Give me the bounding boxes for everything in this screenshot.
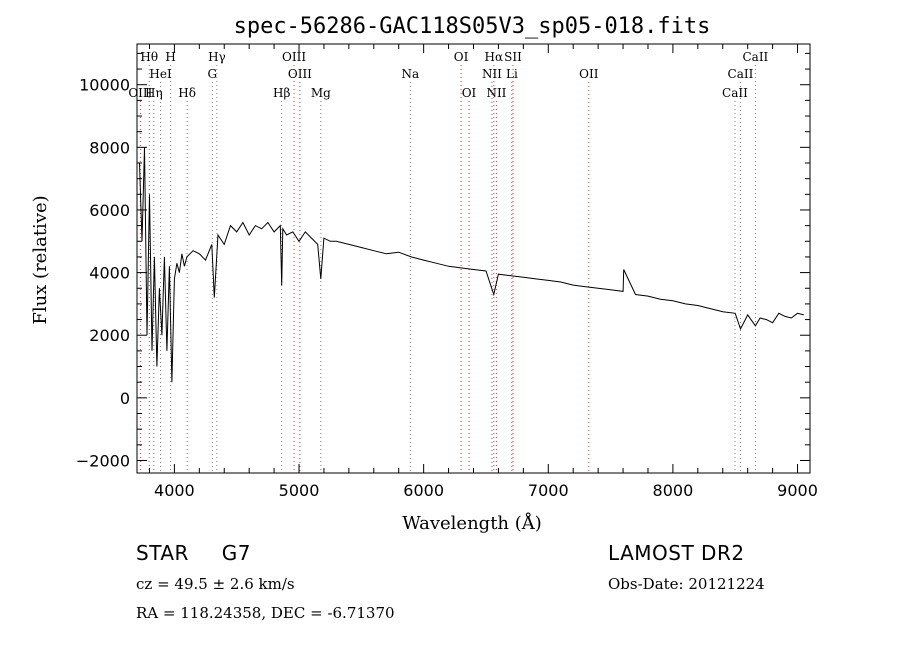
- y-tick-label: 4000: [89, 264, 130, 283]
- spectral-line-label: Hδ: [178, 86, 196, 100]
- spectral-line-label: NII: [482, 67, 502, 81]
- x-axis-label: Wavelength (Å): [402, 512, 542, 534]
- spectral-line-label: Hα: [485, 50, 504, 64]
- y-tick-label: 0: [120, 389, 130, 408]
- spectral-line-label: OI: [462, 86, 477, 100]
- spectral-line-label: CaII: [722, 86, 748, 100]
- spectral-line-label: OIII: [128, 86, 152, 100]
- spectral-line-label: G: [207, 67, 217, 81]
- spectral-line-label: Mg: [311, 86, 331, 100]
- spectral-line-label: Na: [401, 67, 419, 81]
- spectral-line-label: OII: [579, 67, 599, 81]
- spectrum-series-line: [139, 147, 804, 383]
- plot-frame: [136, 43, 811, 474]
- y-tick-label: 10000: [79, 76, 130, 95]
- axes: 4000 5000 6000 7000 8000 9000 −2000 0 2000 4000 60…: [76, 44, 818, 500]
- chart-title: spec-56286-GAC118S05V3_sp05-018.fits: [234, 14, 711, 39]
- spectral-line-label: Hβ: [273, 86, 290, 100]
- spectral-line-label: OIII: [282, 50, 306, 64]
- x-tick-label: 6000: [403, 481, 444, 500]
- spectral-line-label: Hγ: [208, 50, 226, 64]
- x-tick-label: 8000: [653, 481, 694, 500]
- subclass-value: G7: [221, 541, 252, 565]
- y-tick-label: 8000: [89, 138, 130, 157]
- spectral-line-label: CaII: [742, 50, 768, 64]
- object-class: STAR G7: [136, 541, 251, 565]
- coordinates-text: RA = 118.24358, DEC = -6.71370: [136, 604, 395, 622]
- spectral-line-label: Li: [506, 67, 518, 81]
- y-tick-label: 2000: [89, 326, 130, 345]
- spectral-line-label: OIII: [288, 67, 312, 81]
- class-value: STAR: [136, 541, 189, 565]
- spectral-line-label: Hθ: [140, 50, 158, 64]
- spectral-line-label: H: [165, 50, 175, 64]
- spectral-line-label: SII: [504, 50, 522, 64]
- spectral-line-label: Hη: [145, 86, 163, 100]
- redshift-text: cz = 49.5 ± 2.6 km/s: [136, 575, 295, 593]
- y-axis-label: Flux (relative): [30, 195, 51, 324]
- spectral-line-label: HeI: [149, 67, 172, 81]
- y-tick-label: 6000: [89, 201, 130, 220]
- series-layer: [139, 147, 804, 383]
- spectral-line-label: OI: [454, 50, 469, 64]
- x-tick-label: 5000: [279, 481, 320, 500]
- obs-date-text: Obs-Date: 20121224: [608, 575, 765, 593]
- x-tick-label: 7000: [528, 481, 569, 500]
- x-tick-label: 4000: [154, 481, 195, 500]
- x-tick-label: 9000: [777, 481, 818, 500]
- y-tick-label: −2000: [76, 451, 130, 470]
- survey-name: LAMOST DR2: [608, 541, 745, 565]
- spectral-line-label: CaII: [728, 67, 754, 81]
- spectral-line-label: NII: [486, 86, 506, 100]
